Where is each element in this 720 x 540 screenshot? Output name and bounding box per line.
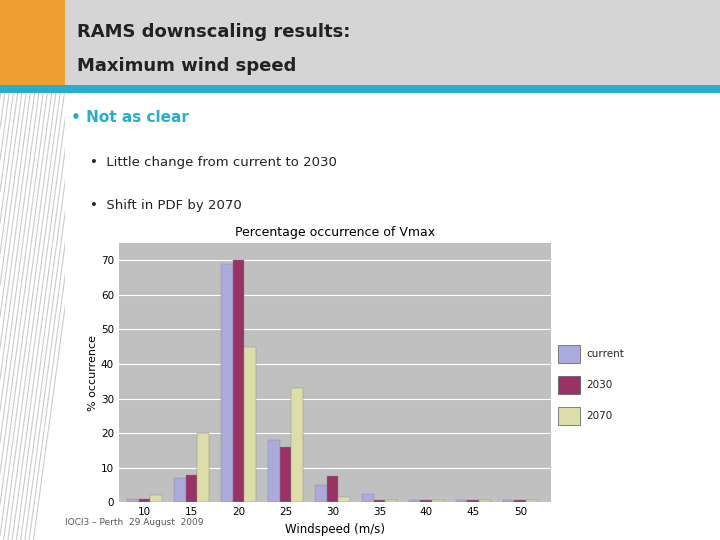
Title: Percentage occurrence of Vmax: Percentage occurrence of Vmax xyxy=(235,226,435,239)
Bar xyxy=(268,440,279,502)
Y-axis label: % occurrence: % occurrence xyxy=(88,335,98,410)
Text: 2070: 2070 xyxy=(586,411,613,421)
Bar xyxy=(456,501,467,502)
Bar xyxy=(233,260,244,502)
Bar xyxy=(150,495,162,502)
Bar xyxy=(558,407,580,425)
Text: 2030: 2030 xyxy=(586,380,613,390)
Bar xyxy=(327,476,338,502)
Bar xyxy=(338,497,350,502)
Bar xyxy=(503,501,514,502)
Bar xyxy=(467,501,480,502)
Bar xyxy=(526,501,538,502)
Bar xyxy=(409,501,420,502)
Bar xyxy=(480,501,491,502)
Text: Maximum wind speed: Maximum wind speed xyxy=(78,57,297,75)
Bar xyxy=(558,345,580,362)
Bar xyxy=(292,388,303,502)
Bar xyxy=(244,347,256,502)
Bar xyxy=(174,478,186,502)
Bar xyxy=(139,499,150,502)
Text: current: current xyxy=(586,349,624,359)
Bar xyxy=(186,475,197,502)
Bar xyxy=(315,485,327,502)
Text: IOCI3 – Perth  29 August  2009: IOCI3 – Perth 29 August 2009 xyxy=(65,518,203,527)
Bar xyxy=(558,376,580,394)
Text: •  Shift in PDF by 2070: • Shift in PDF by 2070 xyxy=(90,199,242,212)
Bar xyxy=(361,494,374,502)
Bar xyxy=(279,447,292,502)
Text: RAMS downscaling results:: RAMS downscaling results: xyxy=(78,23,351,41)
Bar xyxy=(385,501,397,502)
Bar xyxy=(374,501,385,502)
Text: • Not as clear: • Not as clear xyxy=(71,110,189,125)
Bar xyxy=(127,499,139,502)
Bar xyxy=(197,433,210,502)
Text: •  Little change from current to 2030: • Little change from current to 2030 xyxy=(90,156,337,169)
X-axis label: Windspeed (m/s): Windspeed (m/s) xyxy=(285,523,384,536)
Bar xyxy=(514,501,526,502)
Bar xyxy=(420,501,432,502)
Bar xyxy=(221,264,233,502)
Bar xyxy=(432,501,444,502)
